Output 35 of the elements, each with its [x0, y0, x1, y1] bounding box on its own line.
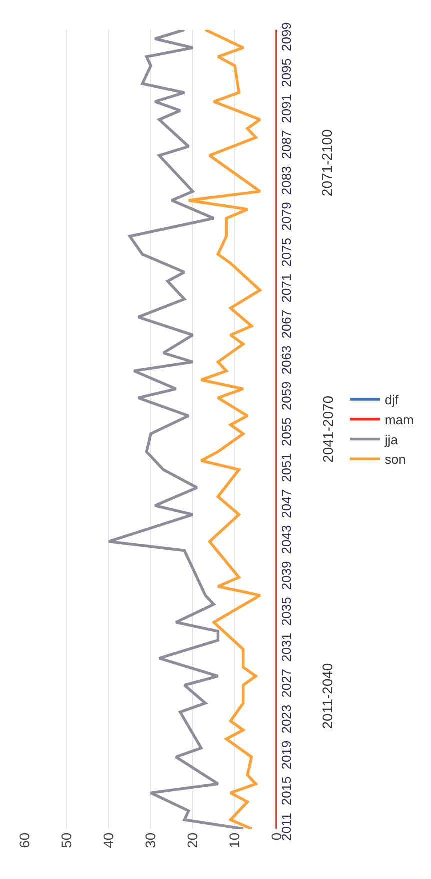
x-tick-label: 50	[58, 832, 75, 848]
text: 2071-2100	[319, 129, 336, 197]
y-tick-label: 2059	[279, 382, 294, 411]
y-tick-label: 2023	[279, 704, 294, 734]
y-tick-label: 2095	[279, 58, 294, 88]
legend-label: son	[385, 452, 406, 468]
y-tick-label: 2043	[279, 525, 294, 554]
y-tick-label: 2087	[279, 130, 294, 160]
y-tick-label: 2063	[279, 346, 294, 375]
x-tick-label: 30	[142, 832, 159, 848]
y-tick-label: 2051	[279, 453, 294, 482]
y-tick-label: 2039	[279, 561, 294, 590]
y-tick-label: 2079	[279, 202, 294, 232]
y-tick-label: 2031	[279, 633, 294, 662]
y-tick-label: 2027	[279, 668, 294, 698]
x-tick-label: 10	[226, 832, 243, 848]
x-tick-label: 60	[16, 832, 33, 848]
y-tick-label: 2055	[279, 418, 294, 446]
text: 2011-2040	[320, 663, 336, 730]
y-tick-label: 2075	[279, 238, 294, 267]
x-tick-label: 20	[184, 832, 201, 848]
y-tick-label: 2067	[279, 310, 294, 339]
y-tick-label: 2083	[279, 166, 294, 196]
y-tick-label: 2091	[279, 94, 294, 124]
y-tick-label: 2047	[279, 489, 294, 518]
x-tick-label: 40	[100, 832, 117, 848]
legend-label: mam	[385, 412, 414, 428]
y-tick-label: 2035	[279, 597, 294, 626]
legend-label: jja	[384, 432, 399, 448]
y-tick-label: 2071	[279, 274, 294, 303]
y-tick-label: 2015	[279, 776, 294, 806]
legend-label: djf	[385, 392, 400, 408]
text: 2041-2070	[320, 396, 336, 463]
y-tick-label: 2099	[279, 22, 294, 52]
y-tick-label: 2019	[279, 740, 294, 770]
